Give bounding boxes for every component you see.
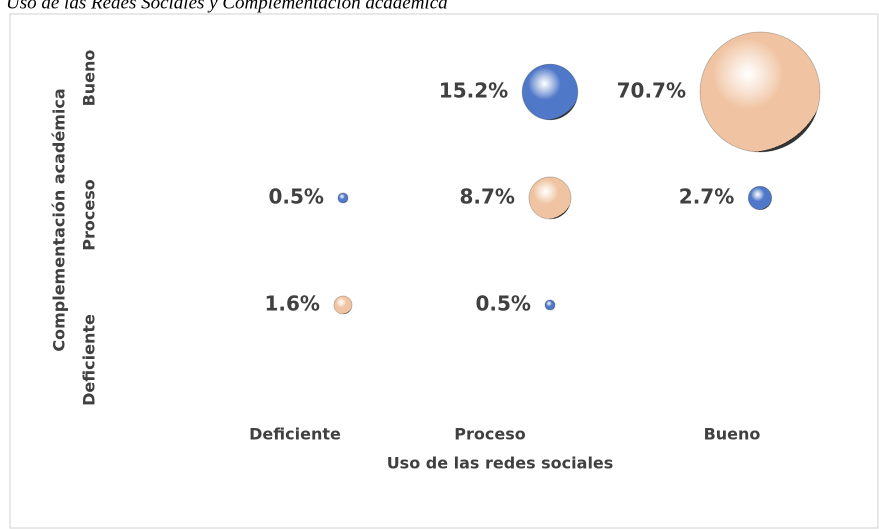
bubble bbox=[337, 192, 349, 204]
bubble bbox=[521, 63, 579, 121]
data-label: 70.7% bbox=[617, 79, 686, 103]
chart-title: Uso de las Redes Sociales y Complementac… bbox=[6, 0, 448, 13]
x-tick-label: Deficiente bbox=[249, 425, 341, 444]
data-label: 2.7% bbox=[679, 185, 734, 209]
bubble bbox=[747, 185, 773, 211]
bubble bbox=[333, 295, 353, 315]
x-tick-label: Proceso bbox=[454, 425, 525, 444]
bubble bbox=[528, 176, 572, 220]
data-label: 0.5% bbox=[475, 292, 530, 316]
y-tick-label: Proceso bbox=[80, 179, 99, 250]
y-tick-label: Bueno bbox=[80, 50, 99, 107]
bubble bbox=[544, 299, 556, 311]
data-label: 8.7% bbox=[459, 185, 514, 209]
x-axis-label: Uso de las redes sociales bbox=[387, 454, 614, 473]
data-label: 15.2% bbox=[439, 79, 508, 103]
y-tick-label: Deficiente bbox=[80, 314, 99, 406]
data-label: 1.6% bbox=[265, 292, 320, 316]
bubble bbox=[699, 31, 821, 153]
y-axis-label: Complementación académica bbox=[50, 88, 69, 351]
data-label: 0.5% bbox=[268, 185, 323, 209]
x-tick-label: Bueno bbox=[704, 425, 761, 444]
